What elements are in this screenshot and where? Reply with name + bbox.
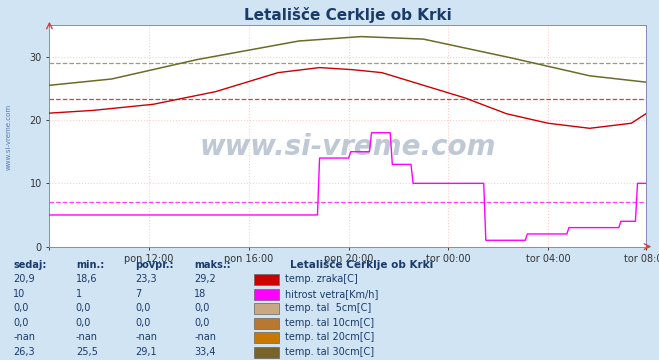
Bar: [254, 347, 279, 358]
Text: min.:: min.:: [76, 260, 104, 270]
Text: 29,1: 29,1: [135, 347, 157, 357]
Text: maks.:: maks.:: [194, 260, 231, 270]
Text: Letališče Cerklje ob Krki: Letališče Cerklje ob Krki: [290, 260, 433, 270]
Title: Letališče Cerklje ob Krki: Letališče Cerklje ob Krki: [244, 6, 451, 23]
Text: 7: 7: [135, 289, 141, 299]
Text: 20,9: 20,9: [13, 274, 35, 284]
Text: hitrost vetra[Km/h]: hitrost vetra[Km/h]: [285, 289, 379, 299]
Text: 0,0: 0,0: [194, 303, 210, 313]
Text: www.si-vreme.com: www.si-vreme.com: [200, 133, 496, 161]
Text: 1: 1: [76, 289, 82, 299]
Bar: [254, 274, 279, 285]
Text: 0,0: 0,0: [76, 303, 91, 313]
Text: 0,0: 0,0: [135, 303, 150, 313]
Text: 0,0: 0,0: [13, 303, 28, 313]
Text: temp. tal 20cm[C]: temp. tal 20cm[C]: [285, 333, 374, 342]
Text: 0,0: 0,0: [194, 318, 210, 328]
Text: temp. zraka[C]: temp. zraka[C]: [285, 274, 358, 284]
Text: 0,0: 0,0: [76, 318, 91, 328]
Text: 18: 18: [194, 289, 207, 299]
Text: 29,2: 29,2: [194, 274, 216, 284]
Text: temp. tal  5cm[C]: temp. tal 5cm[C]: [285, 303, 372, 313]
Text: povpr.:: povpr.:: [135, 260, 173, 270]
Bar: [254, 289, 279, 300]
Text: sedaj:: sedaj:: [13, 260, 47, 270]
Text: -nan: -nan: [76, 333, 98, 342]
Text: -nan: -nan: [135, 333, 157, 342]
Bar: [254, 318, 279, 329]
Text: 26,3: 26,3: [13, 347, 35, 357]
Bar: [254, 333, 279, 343]
Text: 0,0: 0,0: [135, 318, 150, 328]
Text: 33,4: 33,4: [194, 347, 216, 357]
Text: -nan: -nan: [194, 333, 216, 342]
Text: -nan: -nan: [13, 333, 35, 342]
Text: temp. tal 10cm[C]: temp. tal 10cm[C]: [285, 318, 374, 328]
Text: 18,6: 18,6: [76, 274, 98, 284]
Text: www.si-vreme.com: www.si-vreme.com: [5, 104, 12, 170]
Text: 25,5: 25,5: [76, 347, 98, 357]
Text: 23,3: 23,3: [135, 274, 157, 284]
Text: 10: 10: [13, 289, 26, 299]
Text: temp. tal 30cm[C]: temp. tal 30cm[C]: [285, 347, 374, 357]
Text: 0,0: 0,0: [13, 318, 28, 328]
Bar: [254, 303, 279, 314]
